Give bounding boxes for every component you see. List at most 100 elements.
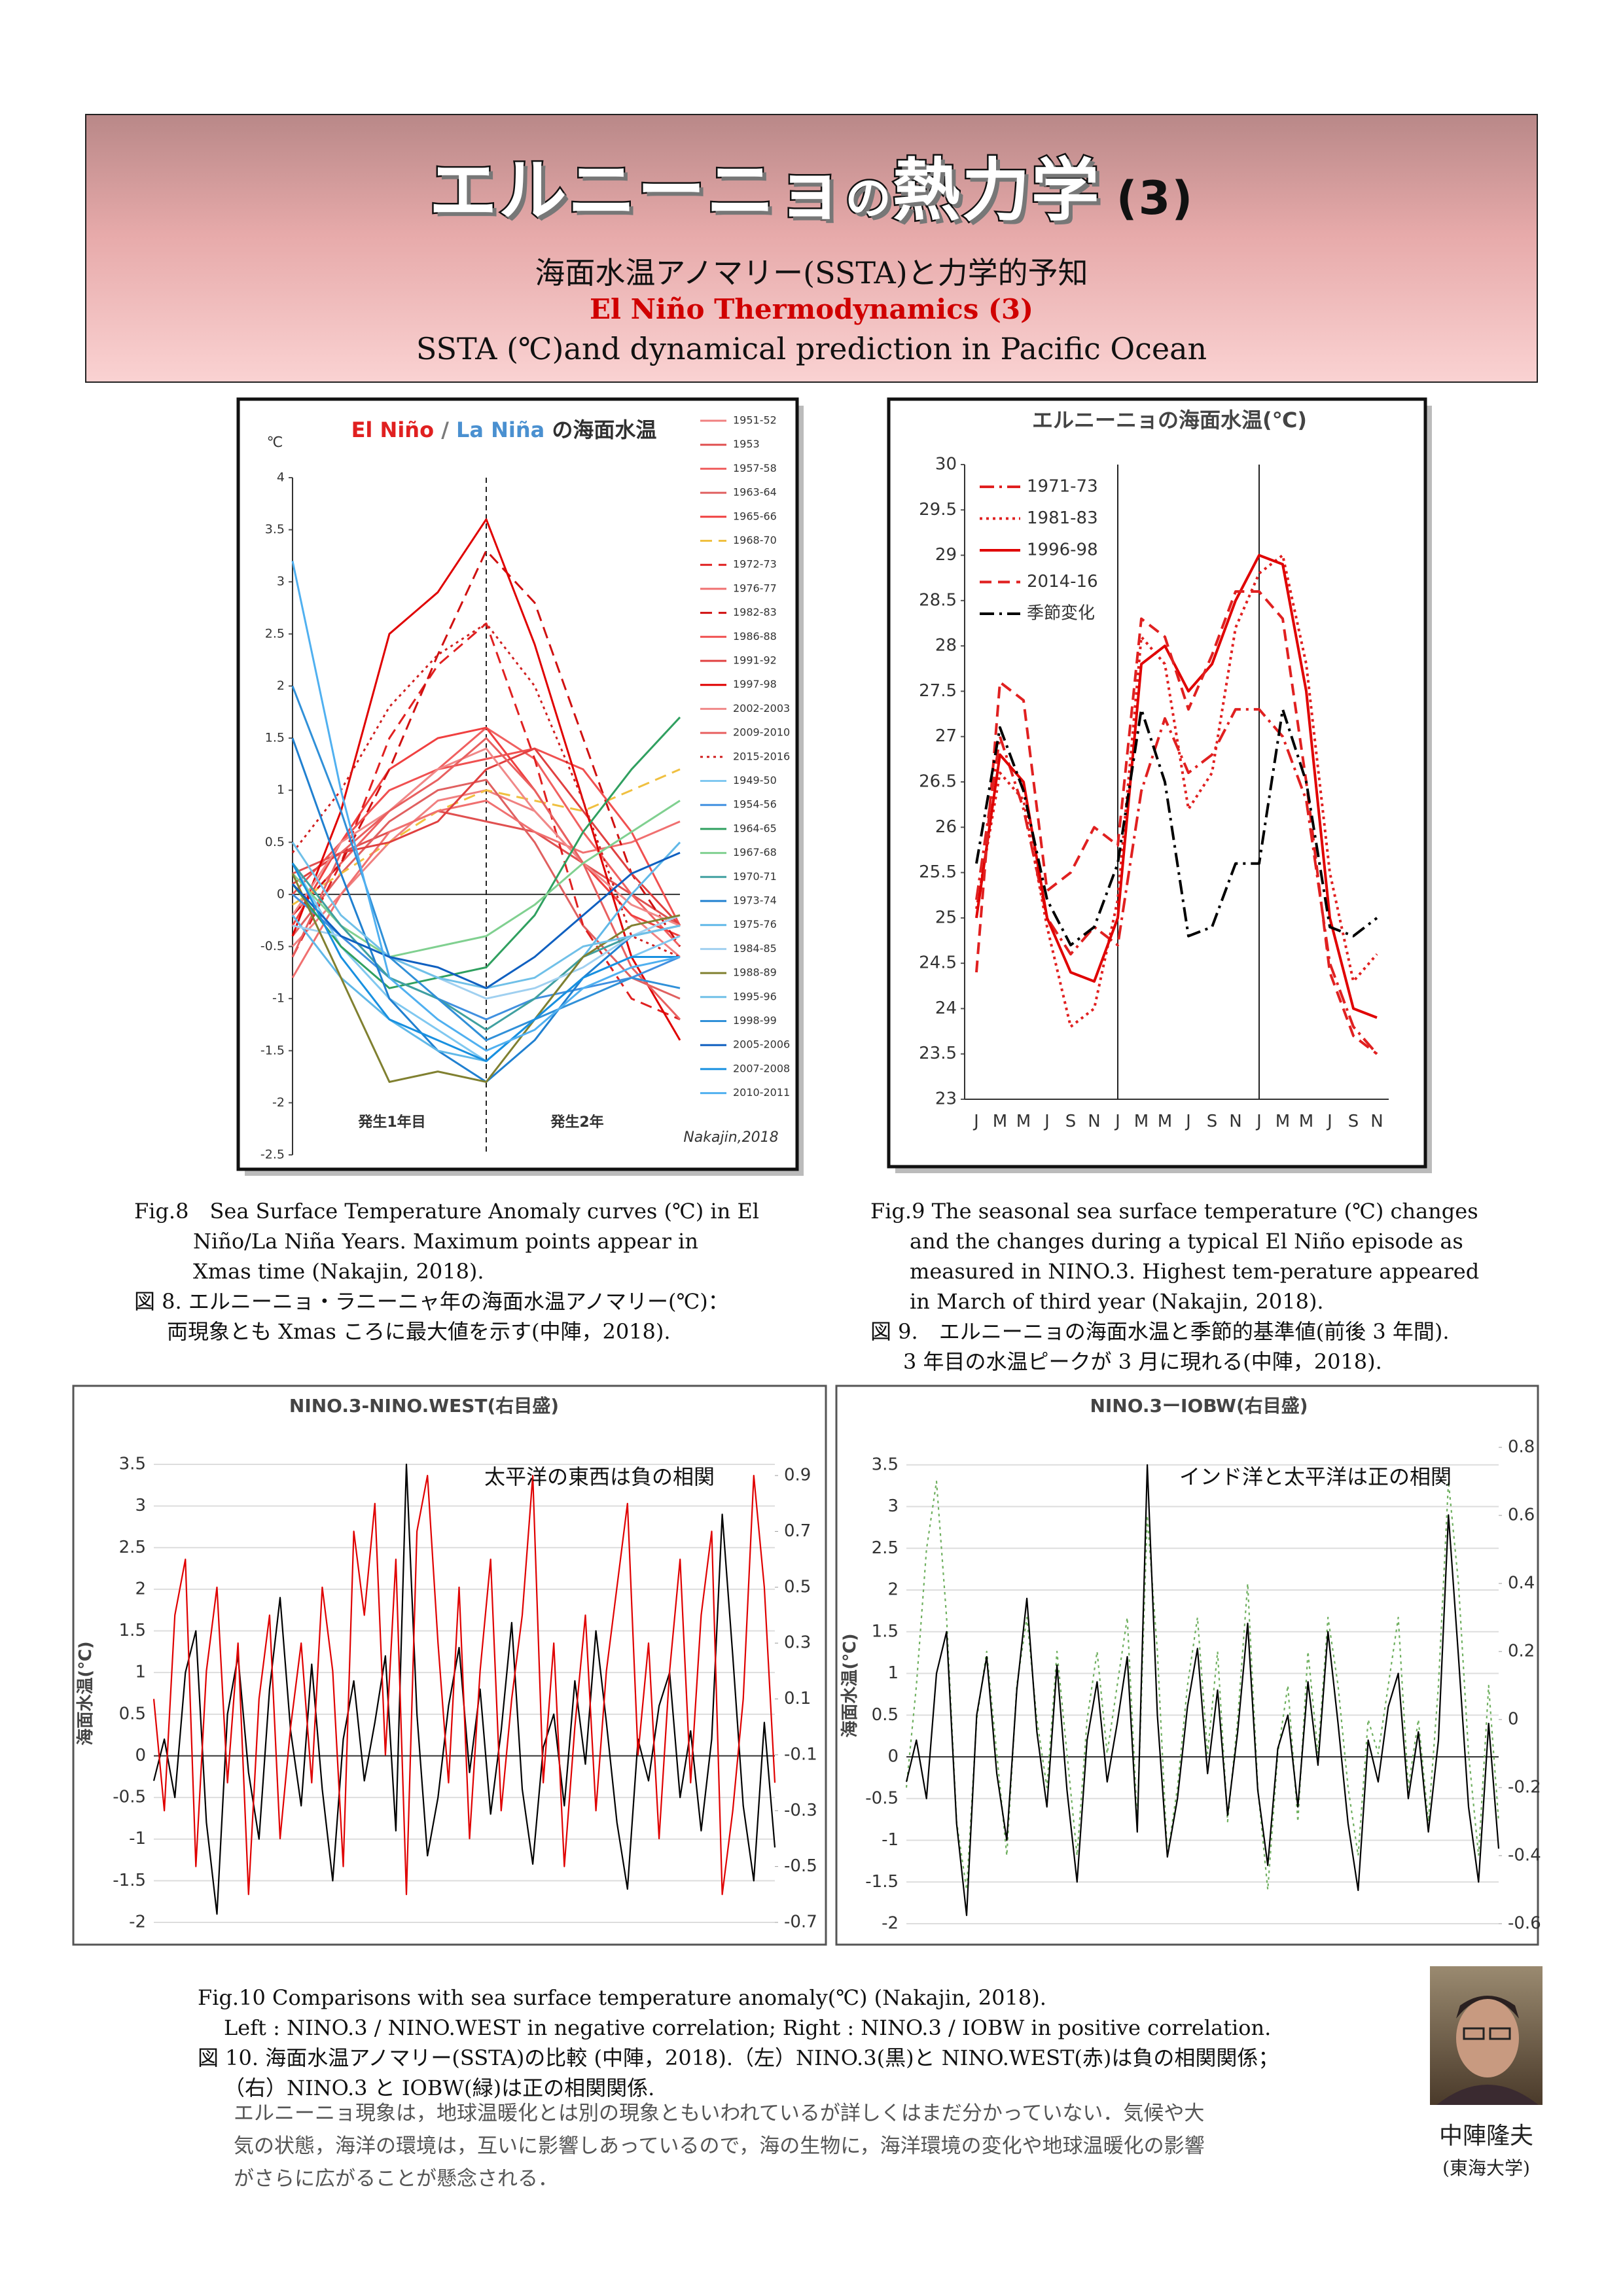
photo-drawing [1436,1996,1539,2105]
y-tick-label: 3.5 [119,1455,146,1474]
y-tick-label: 2 [277,679,285,693]
annotation: 発生1年目 [357,1114,425,1131]
caption-line: and the changes during a typical El Niño… [910,1229,1463,1254]
y2-tick-label: 0.3 [784,1633,811,1653]
caption-line: 両現象とも Xmas ころに最大値を示す(中陣，2018). [167,1319,671,1344]
series-line [291,800,681,958]
y-tick-label: 1.5 [872,1621,899,1641]
legend-label: 1995-96 [733,990,777,1002]
y-tick-label: 1 [887,1663,899,1683]
series-line [905,1464,1500,1916]
title-part: の海面水温 [544,417,656,442]
series-line [975,554,1378,1019]
author-photo [1430,1966,1543,2105]
y-tick-label: 3 [135,1496,146,1515]
legend-label: 1982-83 [733,606,777,618]
legend-label: 1972-73 [733,558,777,571]
x-tick-label: S [1065,1112,1077,1131]
x-tick-label: N [1088,1112,1100,1131]
legend-label: 2015-2016 [733,750,790,762]
caption-line: in March of third year (Nakajin, 2018). [910,1289,1324,1314]
y2-tick-label: -0.6 [1508,1914,1541,1934]
y2-tick-label: -0.5 [784,1856,817,1876]
y-tick-label: 23 [935,1089,957,1109]
y-axis-label: 海面水温(℃) [840,1633,860,1737]
series-line [291,685,681,1042]
chart-frame [72,1385,827,1946]
y-tick-label: -0.5 [260,939,285,953]
caption-line: Left : NINO.3 / NINO.WEST in negative co… [224,2015,1272,2040]
y-tick-label: -2.5 [260,1148,285,1162]
y-tick-label: 1 [135,1663,146,1682]
y-tick-label: 0 [277,887,285,901]
y-tick-label: 0.5 [265,835,285,849]
legend-label: 2002-2003 [733,702,790,715]
caption-line: （右）NINO.3 と IOBW(緑)は正の相関関係. [224,2075,655,2100]
y2-tick-label: 0.9 [784,1466,811,1485]
y-tick-label: -0.5 [865,1788,899,1808]
y-tick-label: 26 [935,817,957,837]
title-part: エルニーニョ [427,149,846,232]
title-part: (3) [1116,171,1194,225]
y-tick-label: 2 [887,1580,899,1600]
series-line [291,862,680,1063]
legend-label: 季節変化 [1027,604,1095,624]
legend-label: 1984-85 [733,942,777,955]
legend-label: 1986-88 [733,630,777,643]
y-tick-label: 27 [935,726,957,746]
y-tick-label: 3.5 [265,522,285,537]
title-part: 熱力学 [891,149,1101,232]
y-tick-label: -0.5 [113,1788,146,1807]
annotation: インド洋と太平洋は正の相関 [1179,1464,1452,1489]
author-affiliation: (東海大学) [1442,2157,1530,2179]
legend-label: 1976-77 [733,582,777,594]
body-line: がさらに広がることが懸念される． [234,2167,558,2191]
glasses [1463,2027,1485,2040]
y-tick-label: 26.5 [919,772,957,792]
y2-tick-label: 0.1 [784,1689,811,1708]
y2-tick-label: 0.8 [1508,1438,1535,1457]
y-tick-label: 2.5 [119,1538,146,1557]
caption-line: Fig.8 Sea Surface Temperature Anomaly cu… [134,1199,760,1224]
y-tick-label: 0 [135,1746,146,1765]
x-tick-label: N [1370,1112,1383,1131]
legend-label: 1953 [733,438,760,450]
chart-title: NINO.3ーIOBW(右目盛) [1090,1395,1308,1417]
chart-frame [835,1385,1539,1946]
y2-tick-label: 0.2 [1508,1642,1535,1661]
series-line [291,622,681,1021]
chart-frame [887,397,1427,1169]
series-line [292,893,681,1021]
series-line [291,726,681,937]
y-tick-label: -1.5 [260,1043,285,1057]
legend-label: 1998-99 [733,1014,777,1027]
glasses [1489,2027,1511,2040]
legend-label: 1949-50 [733,774,777,786]
x-tick-label: J [1043,1112,1050,1131]
y-tick-label: 27.5 [919,681,957,701]
series-line [291,747,681,927]
series-line [975,708,1378,947]
series-line [152,1475,776,1896]
x-tick-label: J [1185,1112,1191,1131]
y-tick-label: 4 [277,470,285,485]
y-tick-label: 25.5 [919,862,957,882]
legend-label: 1988-89 [733,966,777,979]
y2-tick-label: 0.7 [784,1521,811,1541]
annotation: 太平洋の東西は負の相関 [484,1464,715,1489]
y-tick-label: 3 [277,574,285,589]
legend-label: 1951-52 [733,414,777,427]
caption-line: 図 8. エルニーニョ・ラニーニャ年の海面水温アノマリー(℃)： [134,1289,729,1314]
clothes [1436,2085,1539,2105]
legend-label: 1968-70 [733,534,777,546]
y-tick-label: 25 [935,908,957,927]
y-tick-label: 3.5 [872,1455,899,1474]
caption-line: Niño/La Niña Years. Maximum points appea… [193,1229,698,1254]
series-line [291,518,681,1041]
legend-label: 2014-16 [1027,572,1098,592]
hair [1456,1996,1519,2019]
y-tick-label: 23.5 [919,1044,957,1063]
caption-line: 3 年目の水温ピークが 3 月に現れる(中陣，2018). [903,1349,1382,1374]
y2-tick-label: -0.3 [784,1801,817,1820]
